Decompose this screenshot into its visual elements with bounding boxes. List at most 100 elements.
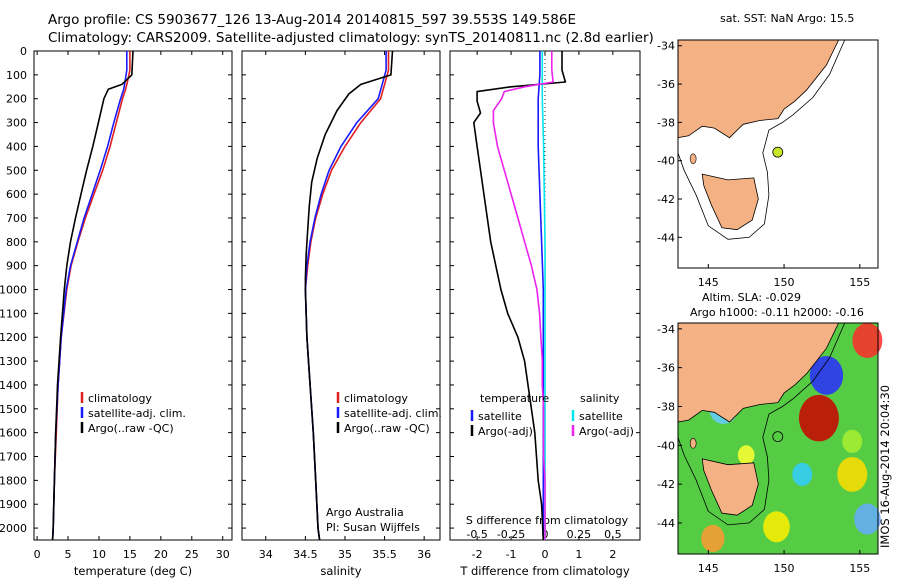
legend-entry: climatology <box>344 392 408 405</box>
lat-tick-label: -34 <box>657 40 675 53</box>
depth-tick-label: 200 <box>6 93 27 106</box>
difference-x-tick-label: -2 <box>472 548 483 561</box>
lon-tick-label: 150 <box>774 562 795 575</box>
depth-tick-label: 800 <box>6 236 27 249</box>
temperature-x-tick-label: 15 <box>123 548 137 561</box>
temperature-panel: 0 5 10 15 20 25 30 temperature (deg C) climatolo… <box>33 50 233 578</box>
climatology-subtitle: Climatology: CARS2009. Satellite-adjuste… <box>48 30 654 46</box>
depth-tick-label: 300 <box>6 117 27 130</box>
lon-tick-label: 150 <box>774 276 795 289</box>
lat-tick-label: -42 <box>657 478 675 491</box>
lat-tick-label: -38 <box>657 116 675 129</box>
legend-entry: Argo(..raw -QC) <box>344 422 430 435</box>
depth-tick-label: 400 <box>6 140 27 153</box>
argo-float-marker <box>772 146 784 158</box>
lat-tick-label: -44 <box>657 231 675 244</box>
sla-anomaly-blob <box>763 511 790 543</box>
depth-tick-label: 1300 <box>0 355 27 368</box>
salinity-x-tick-label: 35.5 <box>372 548 397 561</box>
profile-title: Argo profile: CS 5903677_126 13-Aug-2014… <box>48 12 576 28</box>
difference-series-salinity-satellite <box>541 51 546 540</box>
king-island <box>689 153 697 165</box>
lat-tick-label: -42 <box>657 193 675 206</box>
difference-x-tick-label: 2 <box>609 548 616 561</box>
salinity-x-tick-label: 36 <box>417 548 431 561</box>
legend-entry: satellite-adj. clim. <box>344 407 442 420</box>
depth-tick-label: 600 <box>6 188 27 201</box>
tasmania <box>701 458 759 516</box>
difference-x-tick-label: -1 <box>506 548 517 561</box>
shelf-contour <box>677 322 846 526</box>
sla-map-title: Altim. SLA: -0.029 <box>702 291 802 304</box>
depth-tick-label: 0 <box>20 45 27 58</box>
depth-tick-label: 1000 <box>0 284 27 297</box>
mainland-australia <box>677 322 840 423</box>
temperature-x-tick-label: 10 <box>92 548 106 561</box>
argo-height-title: Argo h1000: -0.11 h2000: -0.16 <box>690 306 864 319</box>
legend-entry: Argo(-adj) <box>579 425 634 438</box>
lat-tick-label: -36 <box>657 78 675 91</box>
depth-tick-label: 1700 <box>0 451 27 464</box>
legend-entry: Argo(..raw -QC) <box>88 422 174 435</box>
x2-tick-label: -0.25 <box>497 528 525 541</box>
temperature-series-argo-raw-qc- <box>51 50 134 541</box>
legend-entry: climatology <box>88 392 152 405</box>
tasmania <box>701 173 759 231</box>
temperature-x-label: temperature (deg C) <box>74 564 192 578</box>
temperature-x-tick-label: 0 <box>34 548 41 561</box>
lat-tick-label: -44 <box>657 517 675 530</box>
lon-tick-label: 155 <box>849 562 870 575</box>
depth-tick-label: 1100 <box>0 307 27 320</box>
temperature-axes-box <box>33 50 233 541</box>
sla-anomaly-blob <box>701 524 725 553</box>
lat-tick-label: -40 <box>657 439 675 452</box>
x2-tick-label: -0.5 <box>466 528 487 541</box>
sst-map-frame <box>677 39 879 269</box>
lon-tick-label: 145 <box>698 276 719 289</box>
lon-tick-label: 155 <box>849 276 870 289</box>
difference-panel: -2 -1 0 1 2 T difference from climatology -0.5… <box>449 50 641 578</box>
salinity-axes-box <box>241 50 441 541</box>
x2-tick-label: 0.25 <box>567 528 592 541</box>
salinity-panel: 34 34.5 35 35.5 36 salinity climatology satelli… <box>241 50 442 578</box>
depth-tick-label: 1400 <box>0 379 27 392</box>
sst-map: 145 150 155 -34 -36 -38 -40 -42 -44 <box>657 39 879 289</box>
depth-tick-label: 1200 <box>0 331 27 344</box>
depth-tick-label: 1900 <box>0 498 27 511</box>
sla-anomaly-blob <box>842 429 863 454</box>
argo-australia-label: Argo Australia <box>326 506 404 519</box>
argo-float-marker <box>772 431 784 443</box>
sla-anomaly-blob <box>854 503 881 535</box>
legend-entry: satellite <box>579 410 623 423</box>
salinity-x-label: salinity <box>320 564 361 578</box>
imos-timestamp: IMOS 16-Aug-2014 20:04:30 <box>878 384 892 548</box>
difference-series-salinity-argo-adj- <box>492 51 554 540</box>
depth-tick-label: 900 <box>6 260 27 273</box>
sla-anomaly-blob <box>798 394 839 442</box>
sla-anomaly-blob <box>792 462 813 487</box>
difference-series-temperature-argo-adj- <box>472 51 567 541</box>
x2-tick-label: 0.5 <box>604 528 622 541</box>
lat-tick-label: -36 <box>657 362 675 375</box>
salinity-x-tick-label: 35 <box>338 548 352 561</box>
lat-tick-label: -38 <box>657 400 675 413</box>
sla-anomaly-blob <box>809 356 844 395</box>
legend-entry: satellite-adj. clim. <box>88 407 186 420</box>
temperature-x-tick-label: 20 <box>154 548 168 561</box>
depth-tick-label: 1600 <box>0 427 27 440</box>
sla-anomaly-blob <box>837 456 868 492</box>
depth-tick-label: 500 <box>6 164 27 177</box>
legend-heading-salinity: salinity <box>580 392 620 405</box>
difference-x2-label: S difference from climatology <box>466 514 629 527</box>
legend-entry: Argo(-adj) <box>478 425 533 438</box>
temperature-x-tick-label: 5 <box>65 548 72 561</box>
legend-heading-temperature: temperature <box>480 392 549 405</box>
shelf-contour <box>677 39 846 240</box>
sla-map-frame <box>677 322 879 555</box>
sla-anomaly-blob <box>737 445 755 465</box>
temperature-x-tick-label: 30 <box>216 548 230 561</box>
sst-map-title: sat. SST: NaN Argo: 15.5 <box>720 12 855 25</box>
salinity-x-tick-label: 34.5 <box>293 548 318 561</box>
pi-label: PI: Susan Wijffels <box>326 521 420 534</box>
